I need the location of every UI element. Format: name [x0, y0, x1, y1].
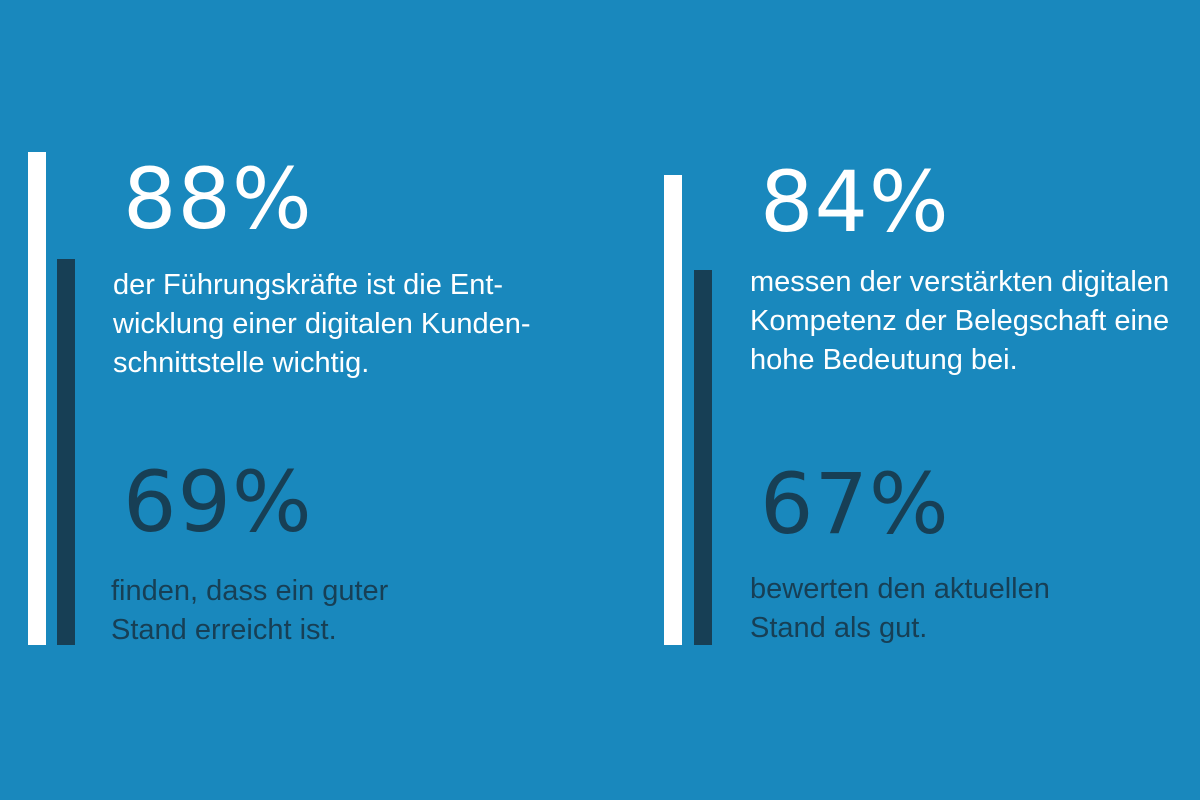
stat-description-line: bewerten den aktuellen: [750, 573, 1050, 605]
stat-bar-primary-right: [664, 175, 682, 645]
stat-description-line: Stand erreicht ist.: [111, 614, 337, 646]
stat-value-primary-left: 88%: [123, 150, 313, 248]
stat-description-secondary-right: bewerten den aktuellen Stand als gut.: [750, 570, 1050, 648]
stat-panel-right: 84% messen der verstärkten digitalen Kom…: [600, 0, 1200, 800]
stat-description-line: messen der verstärkten digitalen: [750, 266, 1170, 298]
stat-description-primary-right: messen der verstärkten digitalen Kompete…: [750, 263, 1169, 380]
stat-bar-primary-left: [28, 152, 46, 645]
stat-description-secondary-left: finden, dass ein guter Stand erreicht is…: [111, 572, 388, 650]
stat-description-line: Kompetenz der Belegschaft eine: [750, 305, 1170, 337]
stat-description-line: der Führungskräfte ist die Ent-: [113, 269, 504, 301]
stat-bar-secondary-right: [694, 270, 712, 645]
stat-description-primary-left: der Führungskräfte ist die Ent- wicklung…: [113, 266, 531, 383]
stat-panel-left: 88% der Führungskräfte ist die Ent- wick…: [28, 150, 531, 650]
stat-description-line: finden, dass ein guter: [111, 575, 389, 607]
stat-description-line: Stand als gut.: [750, 612, 928, 644]
stat-description-line: wicklung einer digitalen Kunden-: [113, 308, 531, 340]
stat-value-primary-right: 84%: [760, 153, 950, 251]
stat-value-secondary-right: 67%: [760, 455, 950, 553]
stat-bar-secondary-left: [57, 259, 75, 645]
stat-description-line: hohe Bedeutung bei.: [750, 344, 1018, 376]
stat-value-secondary-left: 69%: [123, 453, 313, 551]
stat-description-line: schnittstelle wichtig.: [113, 347, 370, 379]
